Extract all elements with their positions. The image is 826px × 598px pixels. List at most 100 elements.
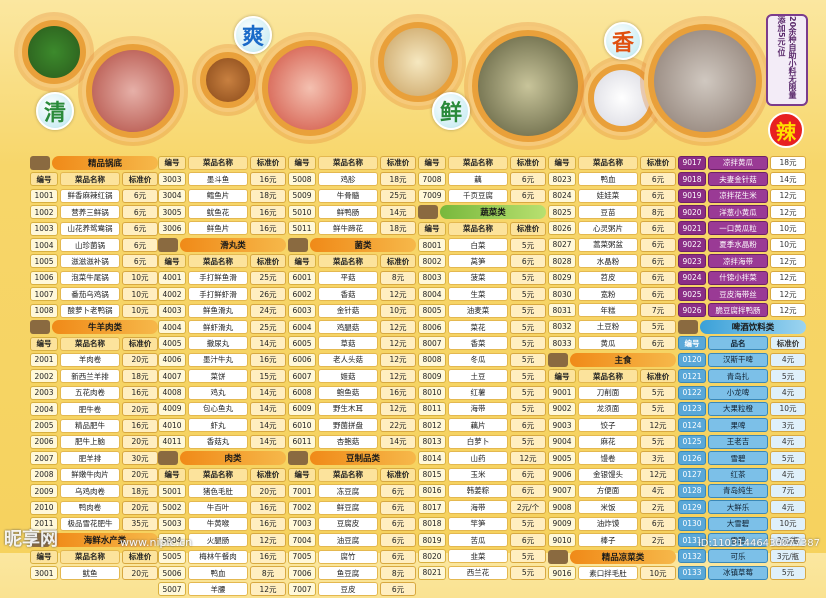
item-price: 16元 bbox=[250, 516, 286, 531]
header-name: 品名 bbox=[708, 336, 768, 351]
item-name: 火腿肠 bbox=[188, 533, 248, 548]
item-code: 6003 bbox=[288, 303, 316, 318]
item-name: 棒子 bbox=[578, 533, 638, 548]
header-name: 菜品名称 bbox=[318, 254, 378, 269]
menu-item-row: 6011 杏鲍菇 14元 bbox=[288, 434, 416, 450]
item-price: 20元 bbox=[122, 352, 158, 367]
section-label: 滑丸类 bbox=[180, 237, 286, 252]
item-code: 1006 bbox=[30, 270, 58, 285]
item-price: 14元 bbox=[250, 418, 286, 433]
header-code: 编号 bbox=[288, 254, 316, 269]
item-price: 12元 bbox=[380, 336, 416, 351]
item-price: 10元 bbox=[122, 270, 158, 285]
item-code: 7008 bbox=[418, 172, 446, 187]
section-label: 精品凉菜类 bbox=[570, 549, 676, 564]
item-name: 土豆 bbox=[448, 369, 508, 384]
item-name: 鲜豆腐 bbox=[318, 500, 378, 515]
item-name: 鲍鱼菇 bbox=[318, 385, 378, 400]
section-label: 豆制品类 bbox=[310, 451, 416, 466]
item-name: 菠菜 bbox=[448, 270, 508, 285]
item-name: 红茶 bbox=[708, 467, 768, 482]
item-name: 海带 bbox=[448, 500, 508, 515]
section-label: 菌类 bbox=[310, 237, 416, 252]
section-header: 牛羊肉类 bbox=[30, 319, 158, 335]
item-price: 8元 bbox=[380, 566, 416, 581]
item-name: 黄瓜 bbox=[578, 336, 638, 351]
item-name: 香菜 bbox=[448, 336, 508, 351]
item-price: 10元 bbox=[770, 516, 806, 531]
item-price: 6元 bbox=[510, 254, 546, 269]
item-name: 龙须面 bbox=[578, 401, 638, 416]
item-name: 藕片 bbox=[448, 418, 508, 433]
menu-item-row: 8010 红薯 5元 bbox=[418, 385, 546, 401]
menu-item-row: 3003 墨斗鱼 16元 bbox=[158, 171, 286, 187]
menu-item-row: 7004 油豆腐 6元 bbox=[288, 532, 416, 548]
section-header: 豆制品类 bbox=[288, 450, 416, 466]
menu-item-row: 0127 红茶 4元 bbox=[678, 467, 806, 483]
item-price: 10元 bbox=[380, 303, 416, 318]
item-code: 0120 bbox=[678, 352, 706, 367]
header-code: 编号 bbox=[678, 336, 706, 351]
char-shuang: 爽 bbox=[234, 16, 272, 54]
item-name: 千页豆腐 bbox=[448, 188, 508, 203]
item-price: 7元 bbox=[770, 483, 806, 498]
item-price: 2元/个 bbox=[510, 500, 546, 515]
item-code: 5003 bbox=[158, 516, 186, 531]
menu-item-row: 6007 姬菇 12元 bbox=[288, 368, 416, 384]
item-name: 鲜鱼片 bbox=[188, 221, 248, 236]
char-qing: 清 bbox=[36, 92, 74, 130]
item-price: 6元 bbox=[122, 188, 158, 203]
item-price: 20元 bbox=[122, 500, 158, 515]
item-price: 16元 bbox=[380, 385, 416, 400]
item-price: 16元 bbox=[250, 205, 286, 220]
section-label: 牛羊肉类 bbox=[52, 320, 158, 335]
item-code: 8012 bbox=[418, 418, 446, 433]
item-price: 5元 bbox=[510, 549, 546, 564]
header-price: 标准价 bbox=[122, 172, 158, 187]
menu-item-row: 5008 鸡胗 18元 bbox=[288, 171, 416, 187]
item-name: 猪色毛肚 bbox=[188, 484, 248, 499]
menu-item-row: 9017 凉拌黄瓜 18元 bbox=[678, 155, 806, 171]
menu-item-row: 9005 馒卷 3元 bbox=[548, 450, 676, 466]
item-price: 20元 bbox=[122, 402, 158, 417]
menu-item-row: 0128 青岛纯生 7元 bbox=[678, 483, 806, 499]
item-name: 青岛扎 bbox=[708, 369, 768, 384]
item-name: 雪碧 bbox=[708, 533, 768, 548]
menu-item-row: 2001 羊肉卷 20元 bbox=[30, 352, 158, 368]
item-code: 2003 bbox=[30, 385, 58, 400]
menu-item-row: 8021 西兰花 5元 bbox=[418, 565, 546, 581]
item-price: 6元 bbox=[640, 237, 676, 252]
menu-item-row: 7002 鲜豆腐 6元 bbox=[288, 500, 416, 516]
item-price: 4元 bbox=[770, 352, 806, 367]
menu-item-row: 0133 冰镇草莓 5元 bbox=[678, 565, 806, 581]
item-name: 杏鲍菇 bbox=[318, 434, 378, 449]
menu-item-row: 4011 香菇丸 14元 bbox=[158, 434, 286, 450]
menu-column-1: 精品锅底 编号 菜品名称 标准价 1001 鲜香麻辣红锅 6元 1002 营养三鲜锅 6元 1003… bbox=[30, 155, 158, 582]
item-code: 2011 bbox=[30, 516, 58, 531]
item-code: 2004 bbox=[30, 402, 58, 417]
item-price: 14元 bbox=[770, 172, 806, 187]
item-name: 玉米 bbox=[448, 467, 508, 482]
menu-item-row: 9010 棒子 2元 bbox=[548, 532, 676, 548]
item-name: 韩姜粽 bbox=[448, 483, 508, 498]
item-code: 9010 bbox=[548, 533, 576, 548]
menu-item-row: 3004 鳕鱼片 18元 bbox=[158, 188, 286, 204]
item-code: 1003 bbox=[30, 221, 58, 236]
item-price: 4元 bbox=[770, 434, 806, 449]
item-price: 16元 bbox=[250, 221, 286, 236]
menu-item-row: 0121 青岛扎 5元 bbox=[678, 368, 806, 384]
header-price: 标准价 bbox=[250, 254, 286, 269]
item-price: 5元 bbox=[510, 270, 546, 285]
menu-item-row: 8019 苦瓜 6元 bbox=[418, 532, 546, 548]
item-code: 4011 bbox=[158, 434, 186, 449]
meat-icon bbox=[30, 320, 50, 335]
item-price: 16元 bbox=[250, 352, 286, 367]
menu-item-row: 9003 饺子 12元 bbox=[548, 417, 676, 433]
item-price: 4元 bbox=[770, 385, 806, 400]
item-code: 9001 bbox=[548, 385, 576, 400]
menu-item-row: 9016 素口拌毛肚 10元 bbox=[548, 565, 676, 581]
menu-item-row: 6002 香菇 12元 bbox=[288, 286, 416, 302]
item-code: 8003 bbox=[418, 270, 446, 285]
item-price: 2元 bbox=[640, 533, 676, 548]
item-code: 4009 bbox=[158, 401, 186, 416]
